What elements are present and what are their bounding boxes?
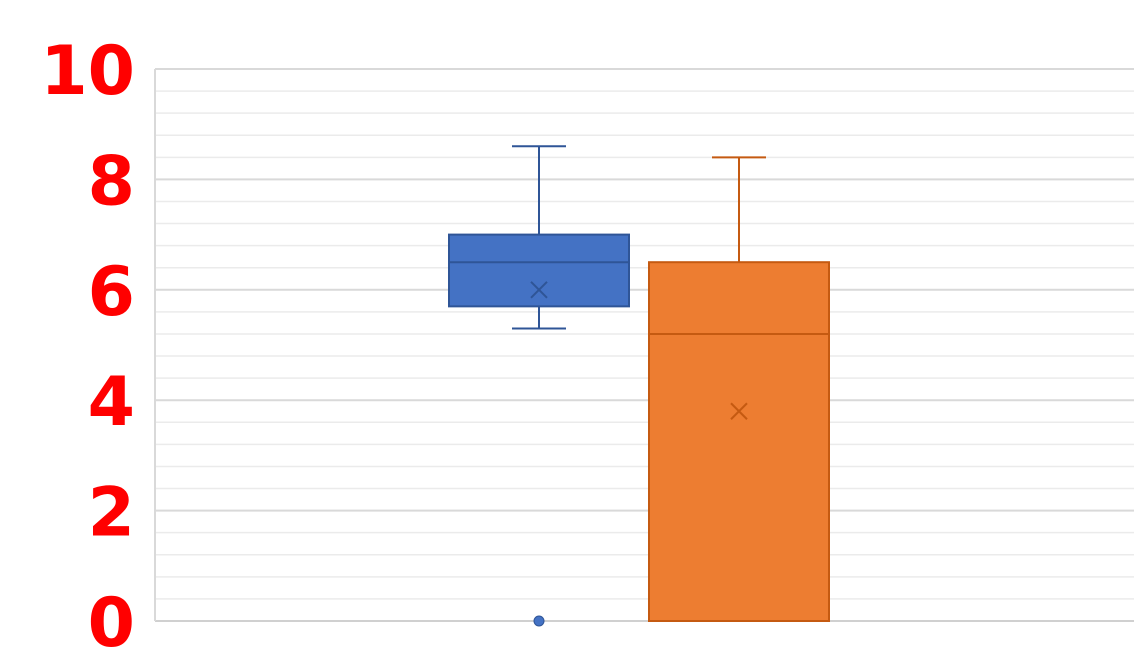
box-iqr bbox=[648, 261, 830, 622]
y-tick-label: 10 bbox=[40, 32, 135, 111]
mean-marker bbox=[730, 402, 748, 420]
outlier-point bbox=[533, 615, 545, 627]
box-series-group bbox=[448, 145, 830, 627]
y-tick-label: 2 bbox=[88, 474, 135, 553]
box-iqr bbox=[448, 233, 630, 308]
y-tick-label: 6 bbox=[88, 253, 135, 332]
box-series bbox=[448, 145, 630, 627]
box-series bbox=[648, 156, 830, 622]
mean-marker bbox=[530, 281, 548, 299]
y-tick-label: 4 bbox=[88, 363, 135, 442]
y-axis-tick-labels: 0 2 4 6 8 10 bbox=[40, 32, 135, 663]
y-tick-label: 0 bbox=[88, 584, 135, 663]
grid-lines bbox=[155, 68, 1134, 622]
y-tick-label: 8 bbox=[88, 142, 135, 221]
